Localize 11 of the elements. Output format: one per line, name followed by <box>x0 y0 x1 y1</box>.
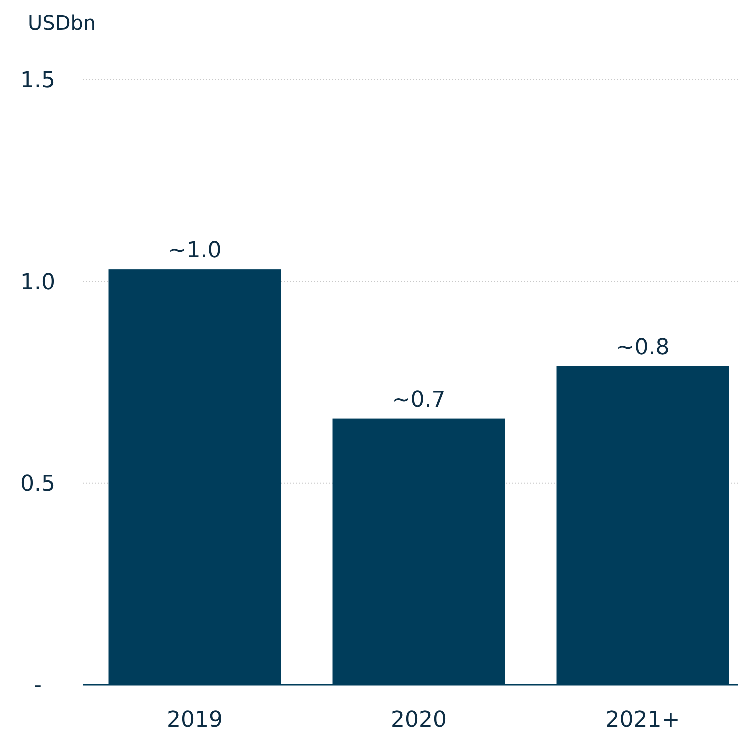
y-tick-label: 1.5 <box>20 68 56 94</box>
y-tick-label: - <box>34 674 42 699</box>
y-axis-title: USDbn <box>28 11 96 35</box>
x-tick-label: 2019 <box>167 708 223 733</box>
x-tick-label: 2021+ <box>606 708 680 733</box>
data-label: ~0.7 <box>392 388 446 413</box>
data-label: ~0.8 <box>616 335 670 360</box>
y-tick-label: 0.5 <box>20 472 56 498</box>
x-tick-label: 2020 <box>391 708 447 733</box>
data-label: ~1.0 <box>168 238 222 264</box>
y-tick-label: 1.0 <box>20 270 56 296</box>
